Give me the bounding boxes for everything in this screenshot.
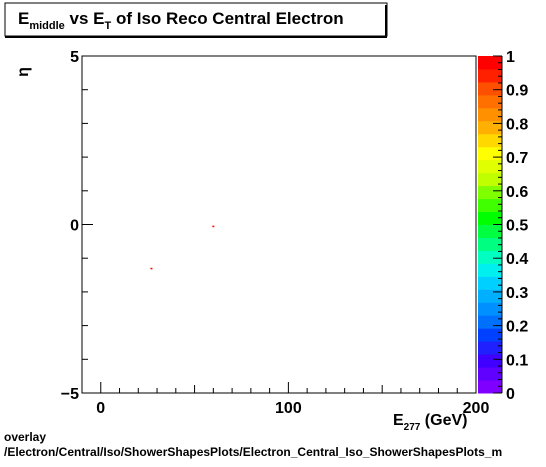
color-scale-band	[478, 380, 502, 394]
color-scale-band	[478, 198, 502, 213]
color-scale-band	[478, 133, 502, 148]
title-part1: E	[18, 9, 29, 28]
color-scale-band	[478, 146, 502, 161]
z-tick-label: 0.5	[506, 218, 528, 235]
z-tick-label: 0.4	[506, 251, 528, 268]
color-scale: 0 0.1 0.2 0.3 0.4 0.5 0.6 0.7 0.8 0.9 1	[478, 49, 528, 403]
color-scale-band	[478, 341, 502, 355]
color-scale-band	[478, 276, 502, 290]
footer-line1: overlay	[4, 430, 46, 444]
x-axis: 0 100 200	[96, 382, 489, 417]
z-tick-label: 0.2	[506, 319, 528, 336]
color-scale-band	[478, 315, 502, 329]
color-scale-band	[478, 185, 502, 200]
z-tick-label: 1	[506, 49, 515, 66]
color-scale-band	[478, 224, 502, 238]
color-scale-band	[478, 367, 502, 381]
z-tick-label: 0	[506, 386, 515, 403]
title-box: Emiddle vs ET of Iso Reco Central Electr…	[4, 2, 388, 38]
color-scale-band	[478, 289, 502, 303]
color-scale-band	[478, 159, 502, 174]
title-part2: vs E	[65, 9, 105, 28]
color-scale-band	[478, 172, 502, 187]
color-scale-band	[478, 211, 502, 225]
y-tick-label: −5	[61, 386, 79, 403]
color-scale-band	[478, 120, 502, 135]
x-tick-label: 200	[463, 400, 490, 417]
z-tick-label: 0.9	[506, 83, 528, 100]
x-axis-label-unit: (GeV)	[420, 412, 467, 429]
z-tick-label: 0.7	[506, 150, 528, 167]
z-tick-label: 0.6	[506, 184, 528, 201]
y-axis: −5 0 5	[61, 49, 93, 403]
title-part2-sub: T	[105, 20, 112, 32]
color-scale-band	[478, 302, 502, 316]
plot-frame	[81, 55, 477, 394]
color-scale-band	[478, 56, 502, 70]
x-axis-label-sub: 277	[404, 422, 421, 433]
color-scale-band	[478, 94, 502, 109]
data-point	[150, 267, 153, 270]
z-tick-label: 0.3	[506, 285, 528, 302]
x-axis-label: E277 (GeV)	[393, 412, 467, 433]
title-part3: of Iso Reco Central Electron	[111, 9, 343, 28]
color-scale-band	[478, 107, 502, 122]
color-scale-band	[478, 250, 502, 264]
x-tick-label: 0	[96, 400, 105, 417]
color-scale-band	[478, 328, 502, 342]
y-axis-label: η	[15, 67, 32, 77]
z-tick-label: 0.8	[506, 116, 528, 133]
color-scale-band	[478, 68, 502, 83]
y-tick-label: 5	[70, 49, 79, 66]
color-scale-band	[478, 354, 502, 368]
x-axis-label-main: E	[393, 412, 404, 429]
color-scale-band	[478, 81, 502, 96]
data-point	[212, 225, 215, 228]
title-part1-sub: middle	[29, 20, 64, 32]
chart-title: Emiddle vs ET of Iso Reco Central Electr…	[18, 9, 344, 32]
z-tick-label: 0.1	[506, 352, 528, 369]
color-scale-band	[478, 263, 502, 277]
color-scale-band	[478, 237, 502, 251]
footer-line2: /Electron/Central/Iso/ShowerShapesPlots/…	[4, 445, 502, 459]
x-tick-label: 100	[275, 400, 302, 417]
y-tick-label: 0	[70, 218, 79, 235]
data-points	[150, 225, 215, 270]
